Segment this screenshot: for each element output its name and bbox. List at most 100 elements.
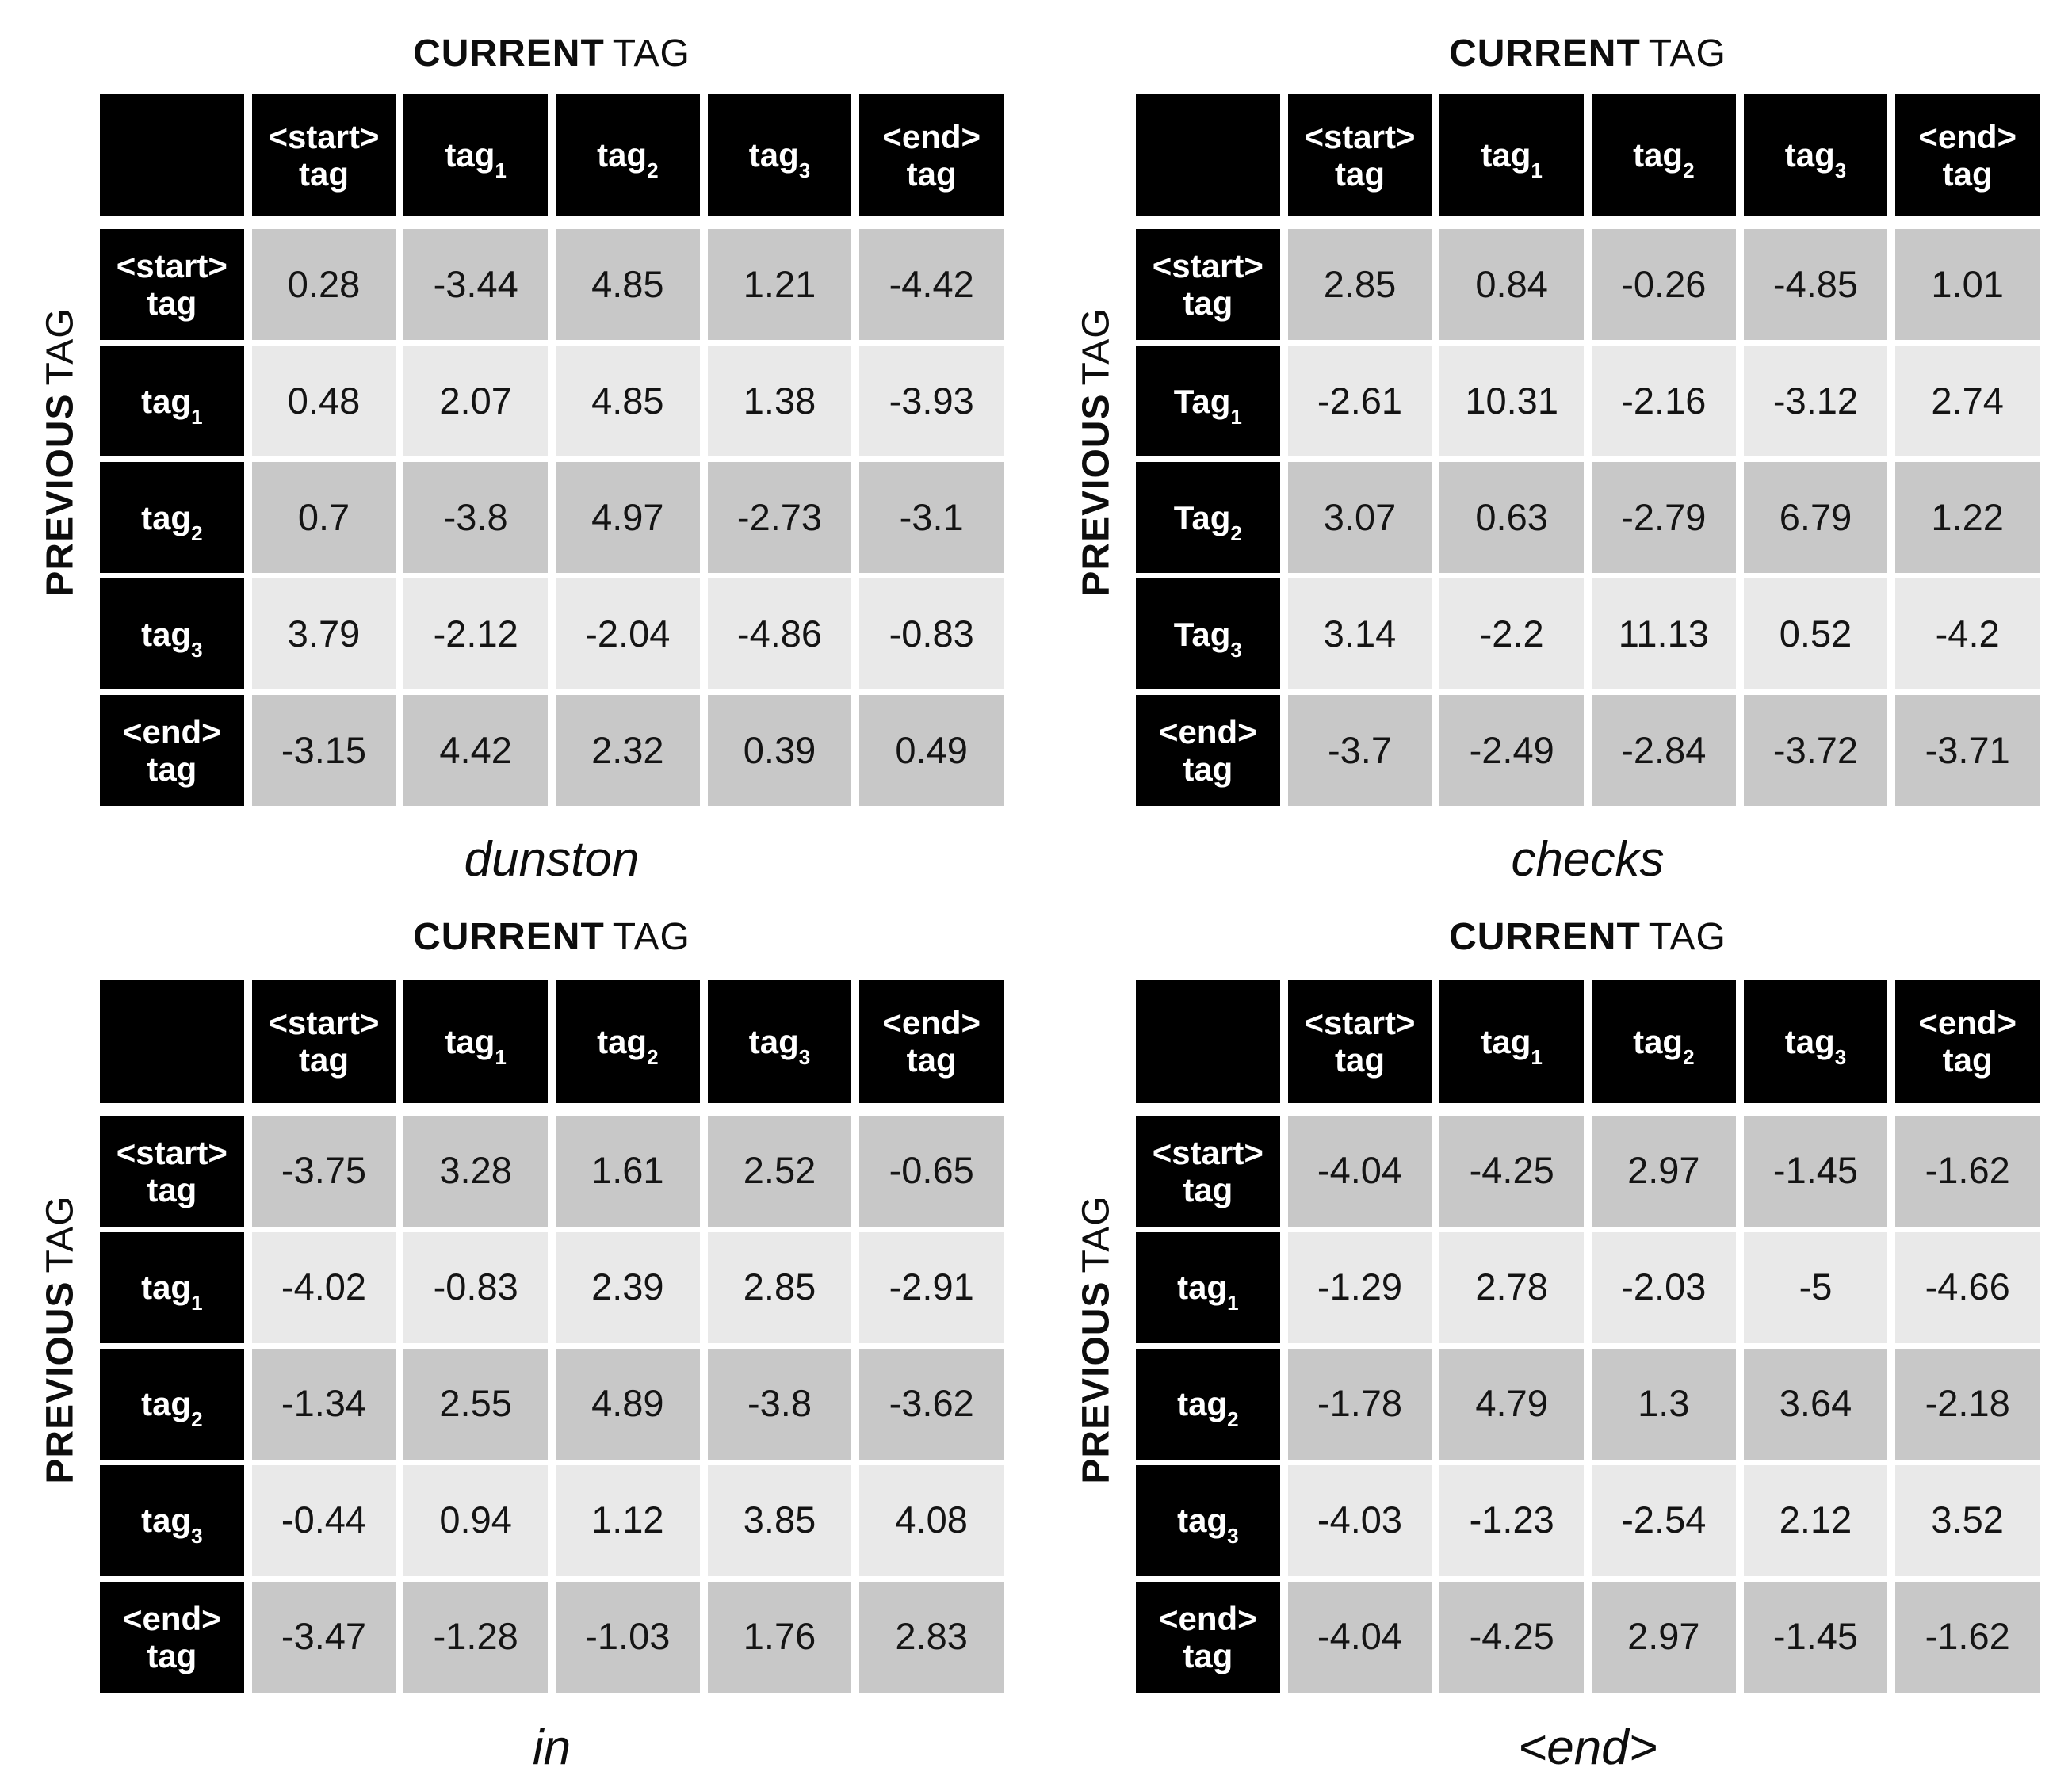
column-header-cell: tag2 [556,94,700,217]
matrix-cell: -3.15 [251,695,396,807]
header-label-subscript: 1 [1227,1291,1239,1315]
matrix-cell: -3.62 [859,1348,1004,1460]
matrix-cell: -3.12 [1743,346,1888,457]
row-header-cell: tag1 [100,1231,244,1343]
previous-tag-axis-text: PREVIOUS TAG [39,307,82,596]
column-header-cell: tag2 [1592,94,1736,217]
column-header-cell: <start> tag [1287,979,1432,1103]
matrix-cell: 0.52 [1743,578,1888,690]
matrix-cell: 0.28 [251,229,396,341]
score-matrix-table: <start> tag tag1 tag2 tag3 <end> tag <start> tag… [100,94,1004,810]
header-label: tag3 [1785,1023,1846,1067]
matrix-cell: 4.89 [556,1348,700,1460]
row-header-cell: Tag1 [1136,346,1280,457]
matrix-cell: -2.49 [1439,695,1584,807]
previous-tag-axis-text: PREVIOUS TAG [39,1195,82,1483]
row-header-cell: tag2 [1136,1348,1280,1460]
header-label-text: tag [1481,136,1531,174]
matrix-cell: -2.04 [556,578,700,690]
matrix-cell: 4.79 [1439,1348,1584,1460]
previous-tag-axis-title: PREVIOUS TAG [1057,94,1136,810]
header-label: tag2 [597,1023,658,1067]
matrix-cell: 3.79 [251,578,396,690]
header-label-text: tag [141,498,192,536]
matrix-header-row: <start> tag tag1 tag2 tag3 <end> tag [1136,94,2040,217]
matrix-cell: -0.65 [859,1115,1004,1227]
header-label-text: tag [1177,1385,1228,1423]
matrix-cell: -3.71 [1895,695,2040,807]
matrix-cell: -1.45 [1743,1581,1888,1693]
matrix-cell: -0.83 [859,578,1004,690]
header-label: <end> [882,1004,981,1041]
current-tag-axis-title: CURRENT TAG [1136,32,2040,79]
previous-tag-axis-title: PREVIOUS TAG [21,94,100,810]
current-tag-axis-title: CURRENT TAG [100,32,1004,79]
header-label-text: <end> [1918,1004,2017,1042]
matrix-cell: -3.7 [1287,695,1432,807]
score-matrix-table: <start> tag tag1 tag2 tag3 <end> tag <start> tag… [100,979,1004,1700]
matrix-cell: -2.73 [707,462,852,574]
header-label-line2: tag [1334,1041,1385,1079]
row-header-cell: tag3 [1136,1464,1280,1576]
axis-title-word: TAG [1648,916,1726,958]
header-label: tag3 [141,1502,202,1546]
matrix-cell: -1.62 [1895,1115,2040,1227]
matrix-cell: -2.16 [1592,346,1736,457]
matrix-cell: 2.78 [1439,1231,1584,1343]
header-label: tag2 [1633,136,1694,181]
matrix-cell: -3.44 [403,229,548,341]
column-header-cell: tag3 [1743,94,1888,217]
matrix-cell: 2.39 [556,1231,700,1343]
header-label: tag2 [1633,1023,1694,1067]
corner-cell [1136,979,1280,1103]
matrix-cell: 3.85 [707,1464,852,1576]
header-label-subscript: 3 [1230,637,1242,662]
row-header-cell: <end> tag [1136,1581,1280,1693]
matrix-cell: -1.23 [1439,1464,1584,1576]
corner-cell [1136,94,1280,217]
matrix-cell: 2.32 [556,695,700,807]
matrix-cell: 2.85 [1287,229,1432,341]
header-label: <end> [1918,118,2017,155]
matrix-cell: -2.2 [1439,578,1584,690]
column-header-cell: tag2 [1592,979,1736,1103]
matrix-cell: -2.79 [1592,462,1736,574]
matrix-cell: -1.45 [1743,1115,1888,1227]
header-label-subscript: 3 [1834,158,1847,183]
axis-title-word: CURRENT [1449,916,1641,958]
header-label-text: Tag [1173,498,1231,536]
header-label-text: tag [748,136,799,174]
matrix-cell: 2.55 [403,1348,548,1460]
header-label-subscript: 3 [798,158,811,183]
table-caption: in [532,1720,572,1776]
header-label-text: <start> [1304,1004,1416,1042]
axis-title-word: PREVIOUS [39,1281,82,1484]
row-header-cell: <start> tag [1136,229,1280,341]
row-header-cell: Tag2 [1136,462,1280,574]
previous-tag-axis-title: PREVIOUS TAG [21,980,100,1700]
header-label: <end> [882,118,981,155]
matrix-cell: -2.61 [1287,346,1432,457]
header-label-subscript: 1 [1531,1044,1543,1069]
row-header-cell: tag3 [100,578,244,690]
matrix-cell: 3.14 [1287,578,1432,690]
header-label-subscript: 2 [1230,521,1242,545]
column-header-cell: <end> tag [859,94,1004,217]
header-label: tag2 [1177,1385,1238,1430]
matrix-cell: -4.04 [1287,1581,1432,1693]
header-label: tag1 [141,1269,202,1313]
matrix-cell: -2.03 [1592,1231,1736,1343]
matrix-cell: 1.01 [1895,229,2040,341]
axis-title-word: TAG [1075,1195,1118,1273]
header-label-subscript: 2 [191,1407,203,1432]
matrix-cell: -5 [1743,1231,1888,1343]
header-label-line2: tag [1942,1041,1993,1079]
table-caption: dunston [464,831,640,887]
current-tag-axis-title: CURRENT TAG [100,915,1004,966]
header-label-text: <start> [116,1133,227,1171]
header-label-subscript: 3 [798,1044,811,1069]
header-label-subscript: 1 [495,1044,507,1069]
matrix-cell: 3.28 [403,1115,548,1227]
header-label-subscript: 1 [1230,404,1242,429]
matrix-cell: -4.66 [1895,1231,2040,1343]
